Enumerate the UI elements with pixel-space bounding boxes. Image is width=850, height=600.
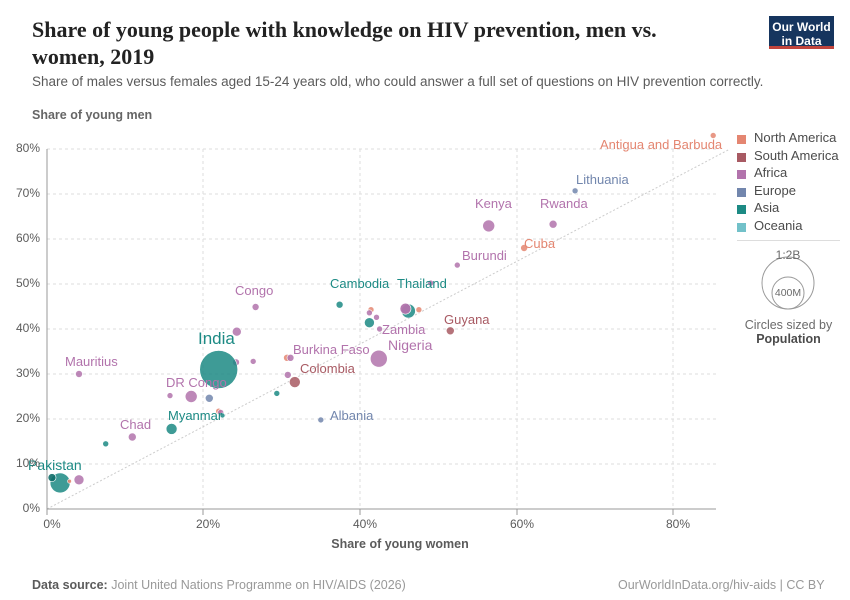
svg-text:400M: 400M bbox=[775, 287, 801, 299]
svg-text:1:2B: 1:2B bbox=[776, 250, 801, 262]
